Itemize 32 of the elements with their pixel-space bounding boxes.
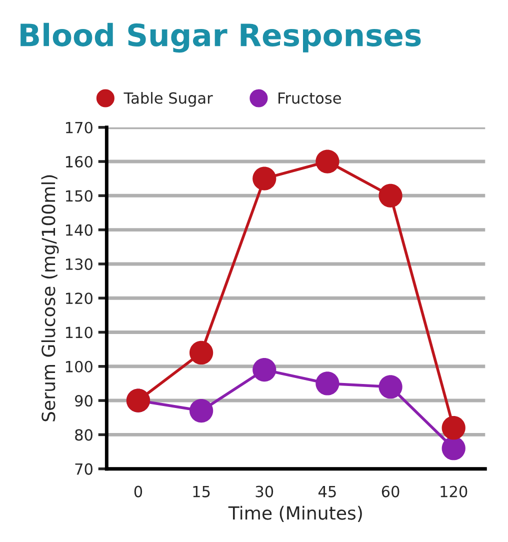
y-tick-label: 140 [66,224,92,236]
x-tick-label: 15 [193,486,210,498]
x-tick-label: 60 [382,486,400,498]
point [442,416,466,440]
point [316,150,340,174]
x-tick-label: 0 [134,486,142,498]
y-tick-label: 150 [66,190,92,202]
point [252,166,276,190]
y-tick-label: 70 [75,463,92,475]
y-tick-label: 80 [75,429,92,441]
x-tick-label: 45 [318,486,336,498]
point [316,372,340,396]
x-tick-label: 30 [256,486,274,498]
point [378,375,402,399]
y-tick-label: 130 [66,258,92,270]
point [378,184,402,208]
x-tick-label: 120 [440,486,468,498]
point [442,436,466,460]
x-axis-title: Time (Minutes) [228,506,362,522]
legend-label: Fructose [278,92,341,104]
point [189,398,214,423]
point [252,358,276,382]
y-tick-label: 100 [66,360,92,372]
y-tick-label: 170 [66,122,92,134]
point [189,340,214,365]
legend-label: Table Sugar [124,92,213,107]
y-tick-label: 90 [75,395,92,407]
chart-title: Blood Sugar Responses [20,22,421,53]
y-tick-label: 120 [66,292,92,304]
y-tick-label: 110 [66,326,92,338]
y-axis-title: Serum Glucose (mg/100ml) [41,175,59,422]
y-tick-label: 160 [66,156,92,168]
